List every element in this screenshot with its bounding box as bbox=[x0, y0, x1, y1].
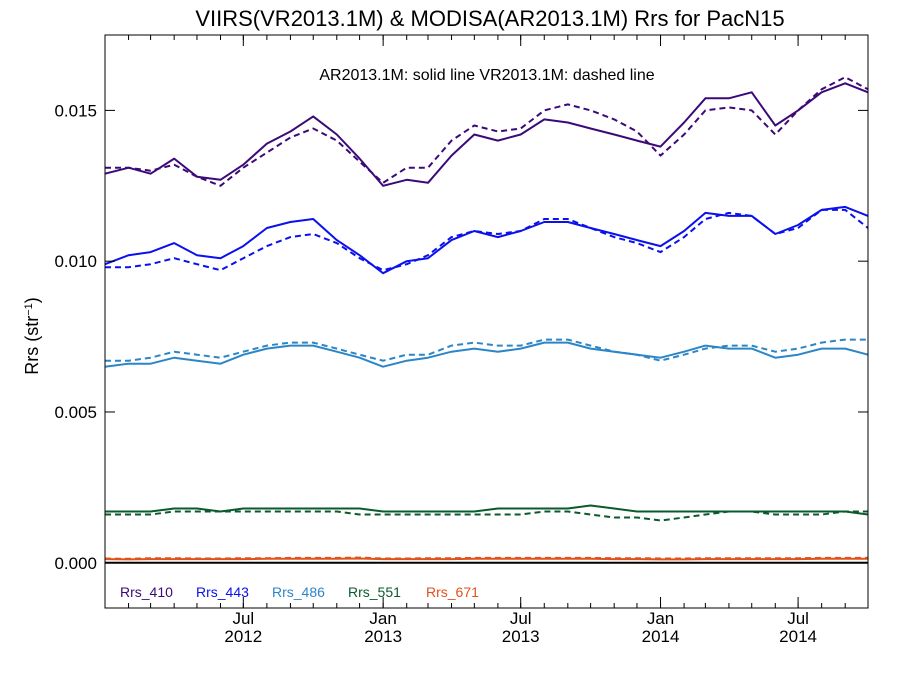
legend-entry-rrs-671: Rrs_671 bbox=[426, 584, 479, 600]
x-tick-month-label: Jan bbox=[369, 609, 396, 628]
x-tick-month-label: Jan bbox=[647, 609, 674, 628]
rrs-410-solid-line bbox=[104, 82, 869, 187]
x-tick-year-label: 2013 bbox=[502, 627, 540, 646]
legend-entry-rrs-410: Rrs_410 bbox=[120, 584, 173, 600]
plot-frame bbox=[104, 34, 869, 609]
y-tick-label: 0.005 bbox=[54, 403, 97, 422]
rrs-443-solid-line bbox=[104, 205, 869, 275]
y-axis-label-close: ) bbox=[22, 297, 42, 303]
x-tick-month-label: Jul bbox=[787, 609, 809, 628]
legend-entry-rrs-486: Rrs_486 bbox=[272, 584, 325, 600]
rrs-486-solid-line bbox=[104, 341, 869, 368]
rrs-671-dashed-line bbox=[104, 556, 868, 560]
rrs-551-solid-line bbox=[105, 504, 869, 516]
legend: Rrs_410 Rrs_443 Rrs_486 Rrs_551 Rrs_671 bbox=[120, 584, 479, 600]
y-tick-label: 0.015 bbox=[54, 101, 97, 120]
x-tick-year-label: 2013 bbox=[364, 627, 402, 646]
line-style-annotation: AR2013.1M: solid line VR2013.1M: dashed … bbox=[319, 67, 654, 84]
legend-entry-rrs-551: Rrs_551 bbox=[348, 584, 401, 600]
rrs-551-dashed-line bbox=[105, 510, 868, 522]
rrs-443-dashed-line bbox=[105, 208, 869, 272]
y-axis-label-main: Rrs (str bbox=[22, 316, 42, 375]
x-tick-month-label: Jul bbox=[510, 609, 532, 628]
legend-entry-rrs-443: Rrs_443 bbox=[196, 584, 249, 600]
y-axis-label-superscript: −1 bbox=[23, 303, 35, 316]
y-tick-label: 0.010 bbox=[54, 252, 97, 271]
x-tick-year-label: 2014 bbox=[642, 627, 680, 646]
y-axis-label: Rrs (str−1) bbox=[22, 297, 42, 375]
x-tick-year-label: 2014 bbox=[779, 627, 817, 646]
chart-title: VIIRS(VR2013.1M) & MODISA(AR2013.1M) Rrs… bbox=[195, 6, 784, 31]
rrs-410-dashed-line bbox=[105, 76, 869, 187]
y-tick-label: 0.000 bbox=[54, 554, 97, 573]
x-tick-month-label: Jul bbox=[232, 609, 254, 628]
axes-layer: 0.0000.0050.0100.015Jul2012Jan2013Jul201… bbox=[54, 34, 869, 646]
series-layer bbox=[104, 76, 869, 561]
x-tick-year-label: 2012 bbox=[224, 627, 262, 646]
